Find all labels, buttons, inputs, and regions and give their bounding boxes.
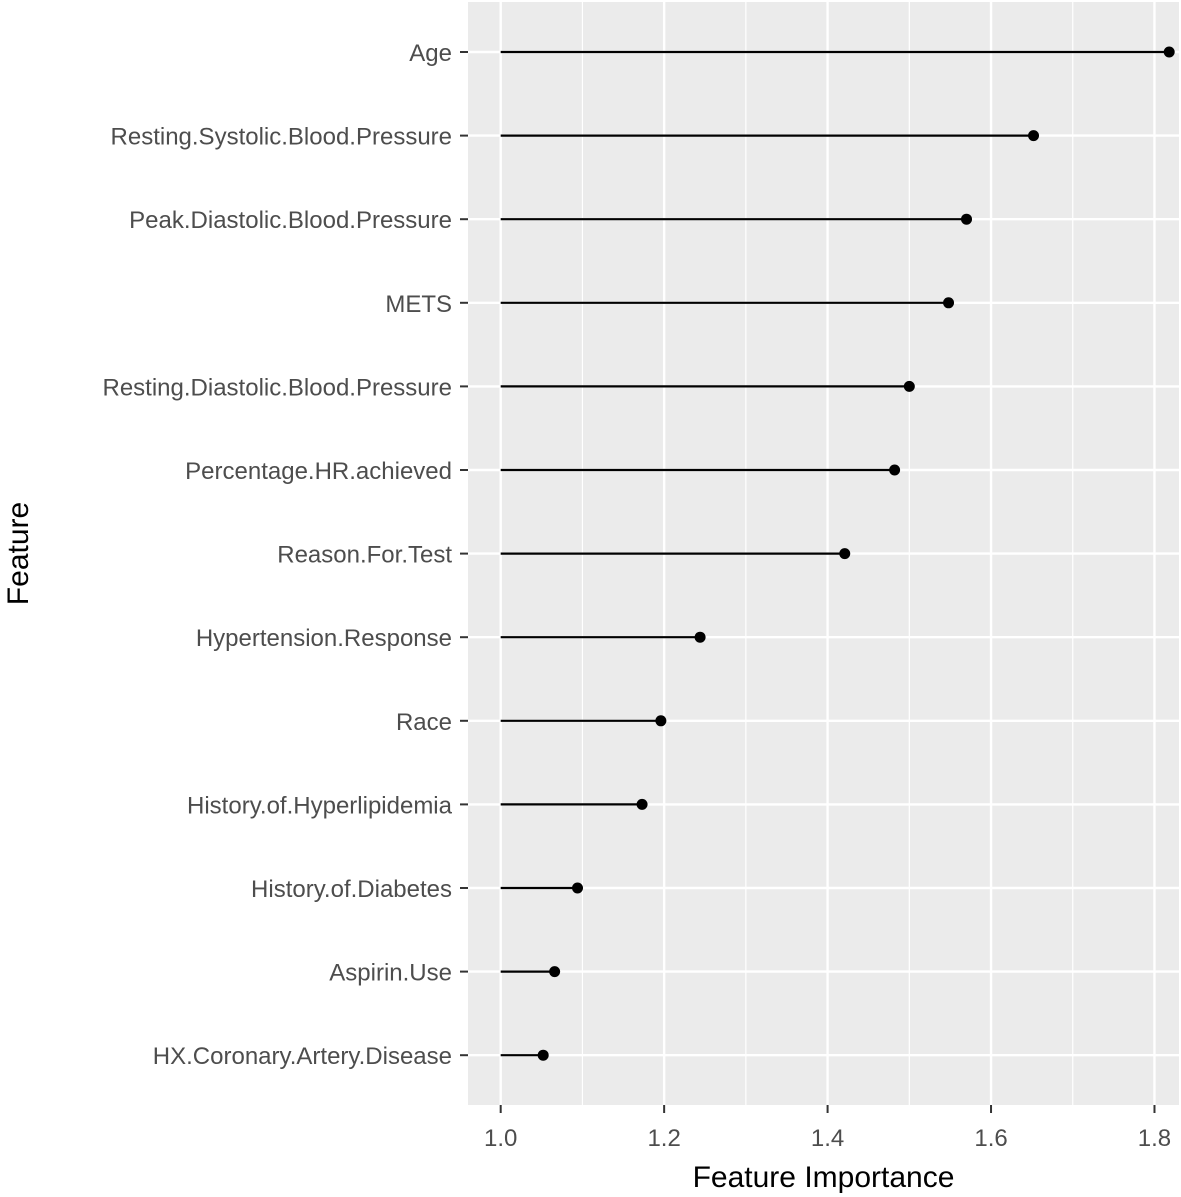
lollipop-point — [694, 631, 706, 643]
x-axis-title: Feature Importance — [693, 1161, 955, 1194]
lollipop-point — [1163, 46, 1175, 58]
y-tick-label: Resting.Diastolic.Blood.Pressure — [103, 374, 453, 401]
lollipop-point — [889, 464, 901, 476]
x-tick-label: 1.8 — [1138, 1125, 1171, 1152]
lollipop-point — [572, 882, 584, 894]
x-tick-label: 1.2 — [647, 1125, 680, 1152]
y-tick-label: Race — [396, 709, 452, 736]
lollipop-point — [961, 213, 973, 225]
marks-layer — [500, 46, 1175, 1061]
lollipop-point — [549, 966, 561, 978]
lollipop-point — [655, 715, 667, 727]
y-tick-label: METS — [385, 291, 452, 318]
y-tick-label: Reason.For.Test — [277, 542, 452, 569]
lollipop-point — [537, 1049, 549, 1061]
lollipop-point — [839, 548, 851, 560]
y-axis-title: Feature — [2, 502, 35, 605]
y-tick-label: Aspirin.Use — [329, 960, 452, 987]
lollipop-point — [903, 380, 915, 392]
ticks-layer: 1.0 1.2 1.4 1.6 1.8 Age Resting.Systolic.Blood… — [103, 40, 1172, 1152]
x-tick-label: 1.0 — [484, 1125, 517, 1152]
x-tick-label: 1.6 — [974, 1125, 1007, 1152]
x-tick-label: 1.4 — [811, 1125, 844, 1152]
y-tick-label: Percentage.HR.achieved — [185, 458, 452, 485]
y-tick-label: Age — [409, 40, 452, 67]
y-tick-label: Hypertension.Response — [196, 625, 452, 652]
y-tick-label: Resting.Systolic.Blood.Pressure — [111, 124, 452, 151]
y-tick-label: History.of.Hyperlipidemia — [187, 792, 453, 819]
y-tick-label: Peak.Diastolic.Blood.Pressure — [129, 207, 452, 234]
y-tick-label: History.of.Diabetes — [251, 876, 452, 903]
lollipop-point — [1028, 130, 1040, 142]
lollipop-point — [636, 798, 648, 810]
y-tick-label: HX.Coronary.Artery.Disease — [153, 1043, 452, 1070]
lollipop-point — [943, 297, 955, 309]
